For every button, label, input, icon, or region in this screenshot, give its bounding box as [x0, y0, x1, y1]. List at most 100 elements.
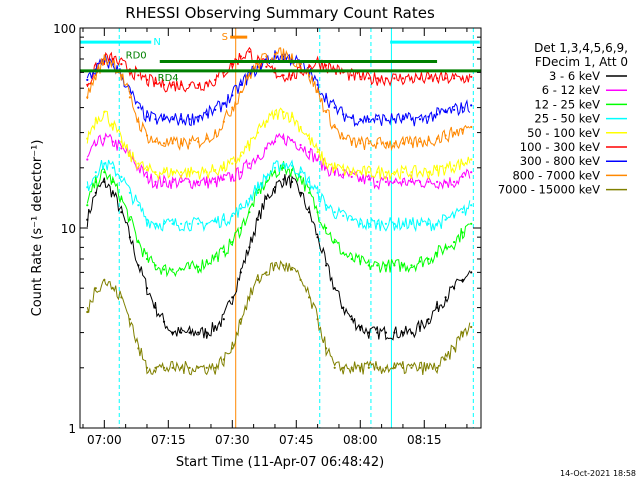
- data-point: [384, 264, 387, 267]
- data-point: [265, 271, 268, 274]
- data-point: [282, 74, 285, 77]
- data-point: [290, 74, 294, 77]
- data-point: [94, 171, 97, 174]
- series-4: [86, 107, 473, 181]
- data-point: [171, 142, 174, 145]
- data-point: [248, 197, 251, 200]
- data-point: [137, 120, 140, 123]
- data-point: [325, 64, 328, 67]
- data-point: [128, 218, 131, 221]
- data-point: [205, 222, 208, 225]
- data-point: [265, 180, 268, 183]
- data-point: [137, 106, 140, 109]
- data-point: [444, 180, 447, 183]
- data-point: [461, 106, 464, 109]
- data-point: [282, 110, 285, 114]
- data-point: [103, 137, 106, 140]
- data-point: [359, 366, 362, 369]
- data-point: [410, 222, 413, 225]
- data-point: [171, 366, 174, 369]
- data-point: [461, 331, 464, 334]
- data-point: [359, 171, 362, 174]
- chart-title: RHESSI Observing Summary Count Rates: [125, 4, 435, 22]
- data-point: [171, 331, 174, 334]
- data-point: [470, 104, 473, 107]
- legend-label: 25 - 50 keV: [534, 112, 600, 126]
- marker-label: RD4: [158, 73, 179, 84]
- data-point: [162, 83, 166, 86]
- data-point: [376, 118, 379, 121]
- data-point: [367, 77, 370, 80]
- data-point: [231, 175, 234, 178]
- data-point: [359, 142, 362, 145]
- data-point: [299, 171, 302, 174]
- data-point: [282, 264, 285, 267]
- data-point: [154, 171, 157, 174]
- series-2: [86, 161, 473, 278]
- x-tick-label: 07:30: [215, 433, 250, 447]
- data-point: [299, 125, 302, 129]
- data-point: [427, 318, 430, 321]
- data-point: [470, 271, 473, 274]
- data-point: [333, 287, 336, 290]
- data-point: [265, 65, 268, 68]
- data-point: [290, 56, 294, 59]
- data-point: [470, 222, 473, 225]
- data-point: [162, 142, 166, 145]
- data-point: [214, 180, 217, 183]
- data-point: [128, 318, 131, 321]
- data-point: [111, 57, 114, 61]
- data-point: [342, 113, 345, 116]
- data-point: [342, 173, 345, 176]
- data-point: [239, 55, 242, 58]
- data-point: [316, 211, 319, 214]
- data-point: [188, 83, 191, 86]
- data-point: [180, 142, 183, 145]
- data-point: [111, 140, 114, 143]
- data-point: [248, 296, 251, 299]
- data-point: [197, 222, 200, 225]
- series-trace: [86, 46, 471, 93]
- data-point: [350, 175, 353, 178]
- data-point: [461, 211, 464, 214]
- data-point: [453, 347, 456, 350]
- data-point: [461, 77, 464, 80]
- data-point: [239, 83, 242, 86]
- data-point: [273, 113, 277, 116]
- footer-timestamp: 14-Oct-2021 18:58: [560, 469, 636, 478]
- data-point: [145, 218, 149, 221]
- data-point: [154, 366, 157, 369]
- data-point: [393, 77, 396, 80]
- data-point: [205, 113, 208, 116]
- data-point: [444, 166, 447, 169]
- data-point: [308, 150, 311, 154]
- data-point: [180, 268, 183, 271]
- data-point: [444, 358, 447, 361]
- data-point: [145, 366, 149, 369]
- data-point: [461, 162, 464, 165]
- data-point: [359, 260, 362, 263]
- data-point: [205, 171, 208, 174]
- data-point: [436, 137, 439, 140]
- data-point: [120, 63, 123, 66]
- marker-n: N: [80, 37, 480, 48]
- data-point: [282, 137, 285, 140]
- data-point: [308, 65, 311, 68]
- data-point: [188, 118, 191, 121]
- data-point: [145, 257, 149, 261]
- data-point: [180, 331, 183, 334]
- data-point: [188, 222, 191, 225]
- data-point: [418, 180, 422, 183]
- data-point: [248, 211, 251, 214]
- data-point: [239, 271, 242, 274]
- data-point: [256, 154, 259, 157]
- data-point: [120, 175, 123, 178]
- data-point: [256, 218, 259, 221]
- data-point: [308, 180, 311, 183]
- data-point: [436, 113, 439, 116]
- data-point: [299, 175, 302, 178]
- data-point: [94, 74, 97, 77]
- data-point: [384, 142, 387, 145]
- series-0: [86, 174, 473, 341]
- data-point: [231, 162, 234, 165]
